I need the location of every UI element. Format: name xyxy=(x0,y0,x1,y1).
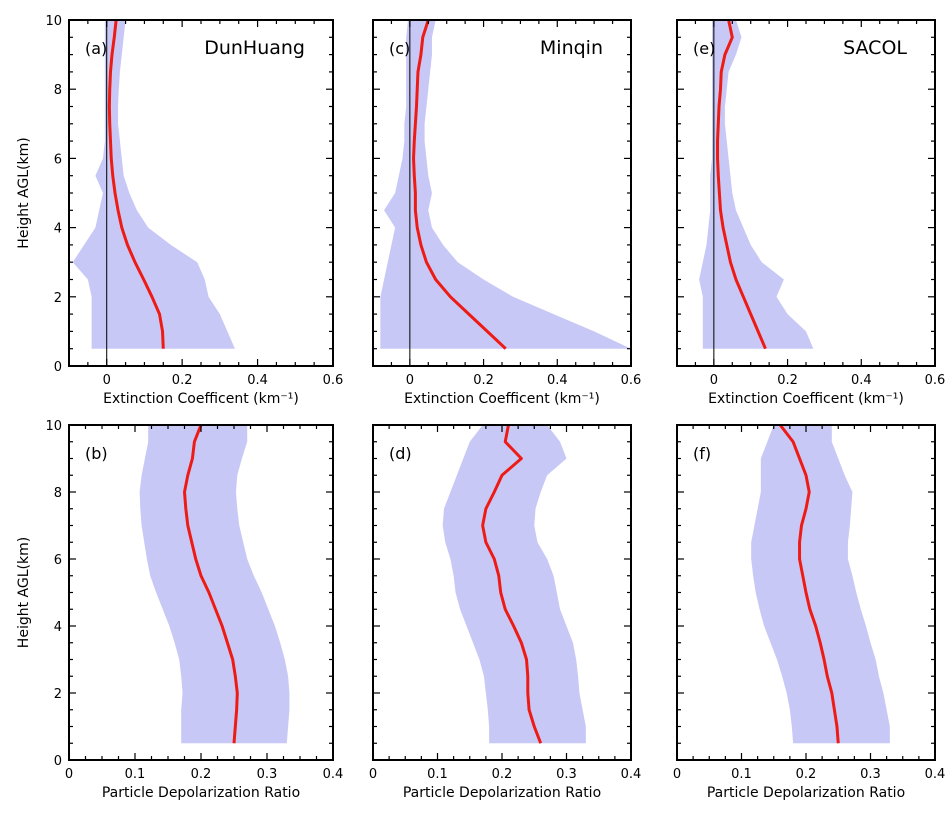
spread-band xyxy=(380,20,631,349)
x-tick-label: 0.1 xyxy=(125,767,146,782)
plot-area xyxy=(72,20,235,366)
x-axis-title: Particle Depolarization Ratio xyxy=(403,785,601,801)
y-tick-label: 4 xyxy=(54,620,62,635)
x-tick-label: 0.1 xyxy=(731,767,752,782)
spread-band xyxy=(139,425,290,744)
plot-area xyxy=(442,425,586,744)
panel-letter: (e) xyxy=(693,39,715,58)
x-tick-label: 0.4 xyxy=(323,767,344,782)
site-name-label: Minqin xyxy=(540,37,603,59)
x-tick-label: 0.2 xyxy=(473,373,494,388)
panel-letter: (b) xyxy=(85,444,108,463)
spread-band xyxy=(751,425,890,744)
mean-profile-line xyxy=(716,20,767,350)
site-name-label: DunHuang xyxy=(204,37,305,59)
x-tick-label: 0 xyxy=(710,373,718,388)
plot-area xyxy=(380,20,631,366)
x-axis-title: Extinction Coefficent (km⁻¹) xyxy=(103,391,299,407)
panel-letter: (f) xyxy=(693,444,711,463)
x-tick-label: 0 xyxy=(103,373,111,388)
x-tick-label: 0.3 xyxy=(556,767,577,782)
x-tick-label: 0.2 xyxy=(492,767,513,782)
x-tick-label: 0.4 xyxy=(621,767,642,782)
y-tick-label: 4 xyxy=(54,222,62,237)
x-axis-title: Extinction Coefficent (km⁻¹) xyxy=(404,391,600,407)
x-tick-label: 0.2 xyxy=(172,373,193,388)
y-tick-label: 10 xyxy=(45,14,62,29)
plot-area xyxy=(139,425,290,744)
x-tick-label: 0.4 xyxy=(851,373,872,388)
chart-panel: 0 0.2 0.4 0.6 Extinction Coefficent (km⁻¹) (c… xyxy=(372,19,642,407)
mean-profile-line xyxy=(412,20,507,350)
y-tick-label: 10 xyxy=(45,419,62,434)
x-tick-label: 0.1 xyxy=(427,767,448,782)
y-tick-label: 2 xyxy=(54,687,62,702)
x-axis-title: Extinction Coefficent (km⁻¹) xyxy=(708,391,904,407)
y-tick-label: 8 xyxy=(54,83,62,98)
panel-letter: (a) xyxy=(85,39,107,58)
mean-profile-line xyxy=(779,425,840,744)
y-tick-label: 6 xyxy=(54,553,62,568)
plot-area xyxy=(699,20,814,366)
x-tick-label: 0.3 xyxy=(860,767,881,782)
y-tick-label: 0 xyxy=(54,754,62,769)
x-tick-label: 0 xyxy=(673,767,681,782)
x-tick-label: 0.6 xyxy=(621,373,642,388)
x-tick-label: 0.4 xyxy=(247,373,268,388)
mean-profile-line xyxy=(107,20,165,349)
chart-panel: 0 0.2 0.4 0.6 0 2 4 6 8 10 Extinction Coefficent (… xyxy=(16,14,343,407)
spread-band xyxy=(442,425,586,744)
y-tick-label: 6 xyxy=(54,152,62,167)
spread-band xyxy=(72,20,235,349)
mean-profile-line xyxy=(183,425,239,744)
x-tick-label: 0.2 xyxy=(796,767,817,782)
x-tick-label: 0.6 xyxy=(323,373,344,388)
plot-area xyxy=(751,425,890,744)
y-axis-title: Height AGL(km) xyxy=(16,137,32,248)
chart-panel: 0 0.1 0.2 0.3 0.4 0 2 4 6 8 10 Particle Depolarizat… xyxy=(16,419,343,801)
chart-panel: 0 0.2 0.4 0.6 Extinction Coefficent (km⁻¹) (e… xyxy=(676,19,946,407)
x-tick-label: 0 xyxy=(369,767,377,782)
panel-letter: (d) xyxy=(389,444,412,463)
panel-letter: (c) xyxy=(389,39,410,58)
y-axis-title: Height AGL(km) xyxy=(16,537,32,648)
y-tick-label: 0 xyxy=(54,360,62,375)
x-tick-label: 0 xyxy=(65,767,73,782)
y-tick-label: 8 xyxy=(54,486,62,501)
site-name-label: SACOL xyxy=(843,37,907,59)
x-axis-title: Particle Depolarization Ratio xyxy=(707,785,905,801)
x-tick-label: 0.2 xyxy=(191,767,212,782)
x-tick-label: 0.6 xyxy=(925,373,946,388)
spread-band xyxy=(699,20,814,349)
x-tick-label: 0.2 xyxy=(777,373,798,388)
x-tick-label: 0 xyxy=(406,373,414,388)
x-tick-label: 0.3 xyxy=(257,767,278,782)
chart-panel: 0 0.1 0.2 0.3 0.4 Particle Depolarization Rat… xyxy=(673,424,946,801)
x-axis-title: Particle Depolarization Ratio xyxy=(102,785,300,801)
mean-profile-line xyxy=(481,425,543,744)
x-tick-label: 0.4 xyxy=(925,767,946,782)
chart-panel: 0 0.1 0.2 0.3 0.4 Particle Depolarization Rat… xyxy=(369,424,642,801)
y-tick-label: 2 xyxy=(54,291,62,306)
x-tick-label: 0.4 xyxy=(547,373,568,388)
